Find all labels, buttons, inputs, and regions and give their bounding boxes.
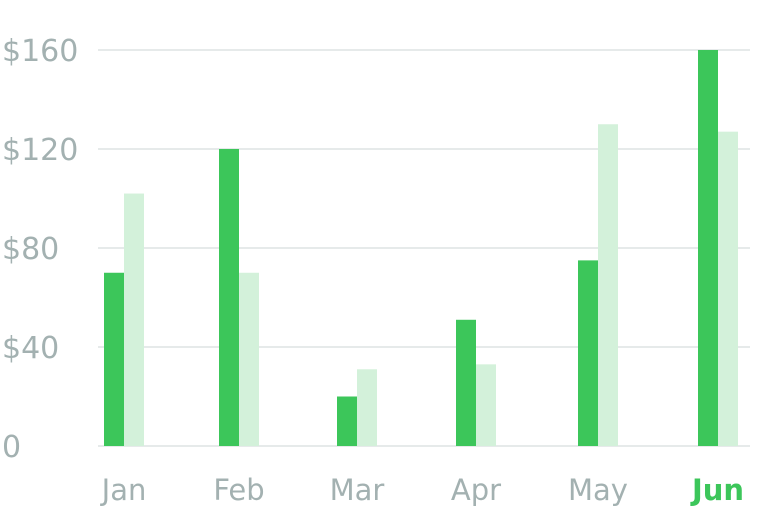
bar-jan-series-1 bbox=[104, 272, 124, 446]
y-tick-label: $120 bbox=[2, 133, 78, 168]
y-tick-label: $40 bbox=[2, 331, 59, 366]
x-tick-label: Jun bbox=[690, 473, 744, 507]
bar-may-series-1 bbox=[578, 260, 598, 446]
y-tick-label: 0 bbox=[2, 430, 21, 465]
bar-mar-series-2 bbox=[357, 369, 377, 446]
y-tick-label: $80 bbox=[2, 232, 59, 267]
bar-apr-series-1 bbox=[456, 319, 476, 446]
bar-feb-series-1 bbox=[219, 149, 239, 446]
x-tick-label: Apr bbox=[451, 473, 501, 507]
x-tick-label: Mar bbox=[330, 473, 385, 507]
bar-jun-series-1 bbox=[698, 50, 718, 446]
bar-jun-series-2 bbox=[718, 131, 738, 447]
x-tick-label: May bbox=[568, 473, 628, 507]
x-tick-label: Feb bbox=[213, 473, 264, 507]
y-tick-label: $160 bbox=[2, 34, 78, 69]
bar-jan-series-2 bbox=[124, 193, 144, 446]
x-tick-label: Jan bbox=[100, 473, 147, 507]
bar-mar-series-1 bbox=[337, 396, 357, 446]
bar-may-series-2 bbox=[598, 124, 618, 446]
bar-apr-series-2 bbox=[476, 364, 496, 446]
bar-feb-series-2 bbox=[239, 272, 259, 446]
